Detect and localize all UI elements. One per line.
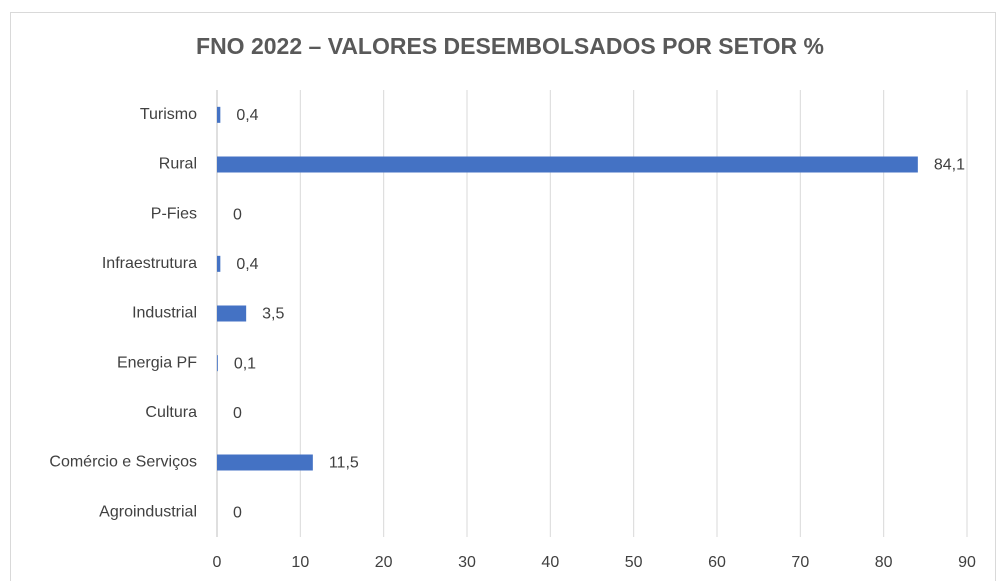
x-tick-label: 10 xyxy=(291,554,309,571)
bar xyxy=(217,355,218,372)
y-tick-label: Energia PF xyxy=(117,354,197,371)
x-tick-label: 70 xyxy=(791,554,809,571)
x-tick-label: 0 xyxy=(213,554,222,571)
y-tick-label: Rural xyxy=(159,156,197,173)
bar xyxy=(217,106,221,123)
y-tick-label: P-Fies xyxy=(151,205,197,222)
y-tick-label: Agroindustrial xyxy=(99,503,197,520)
x-tick-label: 30 xyxy=(458,554,476,571)
data-label: 0,4 xyxy=(236,107,258,124)
y-tick-label: Infraestrutura xyxy=(102,255,197,272)
data-label: 0,1 xyxy=(234,355,256,372)
chart-title: FNO 2022 – VALORES DESEMBOLSADOS POR SET… xyxy=(196,33,824,59)
x-tick-label: 40 xyxy=(541,554,559,571)
bar xyxy=(217,305,247,322)
data-label: 0 xyxy=(233,206,242,223)
y-tick-label: Comércio e Serviços xyxy=(49,454,197,471)
x-tick-label: 50 xyxy=(625,554,643,571)
data-label: 3,5 xyxy=(262,306,284,323)
x-tick-label: 60 xyxy=(708,554,726,571)
chart-border xyxy=(10,12,996,581)
data-label: 0,4 xyxy=(236,256,258,273)
data-label: 0 xyxy=(233,504,242,521)
data-label: 84,1 xyxy=(934,157,965,174)
x-tick-label: 80 xyxy=(875,554,893,571)
x-tick-label: 90 xyxy=(958,554,976,571)
bar xyxy=(217,255,221,272)
y-tick-label: Turismo xyxy=(140,106,197,123)
bar xyxy=(217,156,918,173)
bar xyxy=(217,454,313,471)
data-label: 11,5 xyxy=(329,455,359,472)
y-tick-label: Cultura xyxy=(145,404,197,421)
data-label: 0 xyxy=(233,405,242,422)
y-tick-label: Industrial xyxy=(132,305,197,322)
x-tick-label: 20 xyxy=(375,554,393,571)
